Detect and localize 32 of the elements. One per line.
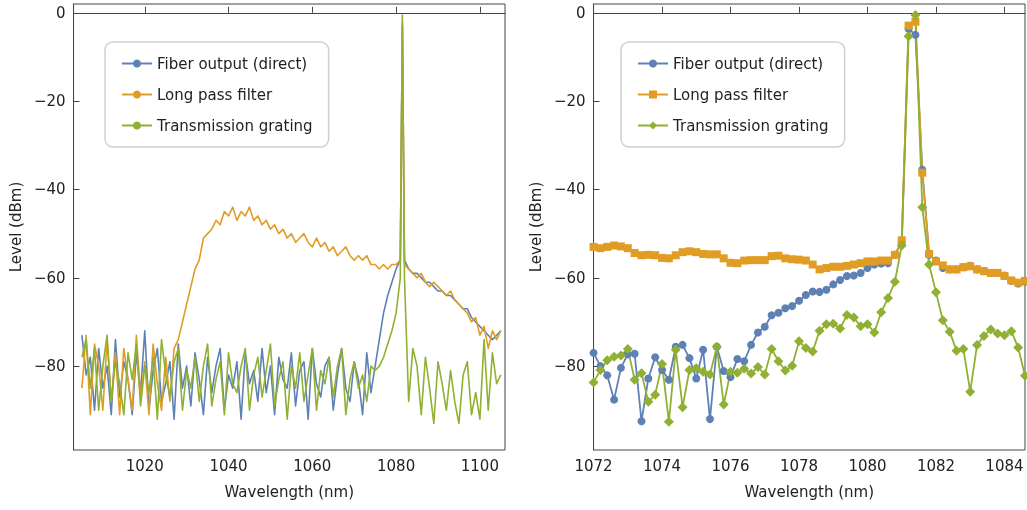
y-tick-label: −40 bbox=[553, 180, 586, 199]
y-axis-title: Level (dBm) bbox=[526, 181, 545, 273]
y-tick-label: −80 bbox=[553, 357, 586, 376]
legend-label: Long pass filter bbox=[673, 85, 789, 104]
x-tick-label: 1100 bbox=[460, 456, 499, 475]
y-tick-label: −20 bbox=[33, 92, 66, 111]
x-tick-label: 1020 bbox=[125, 456, 164, 475]
legend-label: Transmission grating bbox=[156, 116, 313, 135]
legend-label: Long pass filter bbox=[157, 85, 273, 104]
x-tick-label: 1080 bbox=[848, 456, 887, 475]
x-axis-title: Wavelength (nm) bbox=[224, 482, 355, 501]
x-tick-label: 1078 bbox=[779, 456, 819, 475]
y-tick-label: −40 bbox=[33, 180, 66, 199]
x-tick-label: 1084 bbox=[985, 456, 1024, 475]
legend-label: Transmission grating bbox=[672, 116, 829, 135]
x-tick-label: 1060 bbox=[293, 456, 332, 475]
y-tick-label: −60 bbox=[553, 268, 586, 287]
x-tick-label: 1080 bbox=[377, 456, 416, 475]
x-tick-label: 1076 bbox=[711, 456, 750, 475]
y-tick-label: 0 bbox=[576, 3, 586, 22]
y-tick-label: 0 bbox=[56, 3, 66, 22]
legend-label: Fiber output (direct) bbox=[673, 54, 824, 73]
y-tick-label: −80 bbox=[33, 357, 66, 376]
x-tick-label: 1082 bbox=[916, 456, 956, 475]
x-axis-title: Wavelength (nm) bbox=[744, 482, 875, 501]
y-tick-label: −20 bbox=[553, 92, 586, 111]
x-tick-label: 1072 bbox=[574, 456, 613, 475]
x-tick-label: 1040 bbox=[209, 456, 248, 475]
x-tick-label: 1074 bbox=[642, 456, 682, 475]
y-axis-title: Level (dBm) bbox=[6, 181, 25, 273]
y-tick-label: −60 bbox=[33, 268, 66, 287]
legend-label: Fiber output (direct) bbox=[157, 54, 308, 73]
